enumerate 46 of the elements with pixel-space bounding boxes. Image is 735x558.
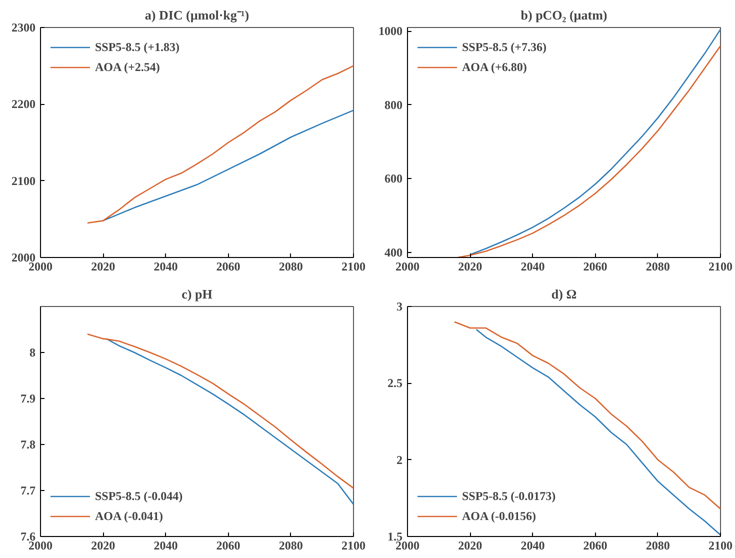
x-tick-label: 2060 [583, 260, 608, 274]
x-tick-label: 2040 [520, 260, 545, 274]
chart-title: a) DIC (µmol·kg⁻¹) [144, 8, 250, 22]
y-tick-label: 1000 [378, 24, 402, 38]
x-tick-label: 2100 [342, 260, 366, 274]
y-tick-label: 2 [396, 452, 402, 467]
y-tick-label: 3 [396, 300, 402, 314]
y-tick-label: 8 [30, 346, 36, 360]
legend-label: AOA (-0.0156) [462, 508, 536, 524]
y-tick-label: 600 [384, 172, 402, 186]
y-tick-label: 2.5 [388, 376, 402, 390]
chart-title: c) pH [182, 286, 212, 302]
y-tick-label: 2200 [12, 97, 36, 112]
y-tick-label: 800 [384, 98, 402, 112]
x-tick-label: 2080 [646, 260, 670, 274]
legend-label: SSP5-8.5 (+1.83) [95, 40, 180, 54]
chart-title: d) Ω [551, 286, 577, 302]
chart-title: b) pCO₂ (µatm) [520, 8, 608, 22]
y-tick-label: 2100 [12, 174, 36, 188]
x-tick-label: 2020 [458, 538, 482, 552]
x-tick-label: 2060 [216, 260, 240, 274]
y-tick-label: 7.7 [20, 484, 36, 498]
x-tick-label: 2020 [91, 260, 116, 274]
x-tick-label: 2040 [520, 538, 545, 552]
legend-label: AOA (-0.041) [95, 508, 163, 524]
legend-label: SSP5-8.5 (+7.36) [462, 40, 547, 54]
y-tick-label: 400 [384, 245, 402, 260]
y-tick-label: 7.8 [20, 438, 36, 452]
x-tick-label: 2020 [91, 538, 116, 552]
legend-label: SSP5-8.5 (-0.044) [95, 488, 183, 504]
x-tick-label: 2100 [342, 538, 366, 552]
y-tick-label: 2300 [12, 20, 36, 34]
x-tick-label: 2080 [278, 538, 303, 552]
y-tick-label: 7.9 [20, 392, 36, 406]
legend-label: AOA (+6.80) [462, 60, 527, 74]
legend-label: AOA (+2.54) [95, 60, 160, 74]
x-tick-label: 2060 [583, 538, 608, 552]
x-tick-label: 2080 [646, 538, 670, 552]
x-tick-label: 2060 [216, 538, 240, 552]
legend-label: SSP5-8.5 (-0.0173) [462, 488, 556, 504]
x-tick-label: 2020 [458, 260, 482, 274]
x-tick-label: 2100 [708, 260, 732, 274]
x-tick-label: 2080 [278, 260, 303, 274]
x-tick-label: 2100 [708, 538, 732, 552]
x-tick-label: 2040 [154, 538, 178, 552]
x-tick-label: 2040 [154, 260, 178, 274]
